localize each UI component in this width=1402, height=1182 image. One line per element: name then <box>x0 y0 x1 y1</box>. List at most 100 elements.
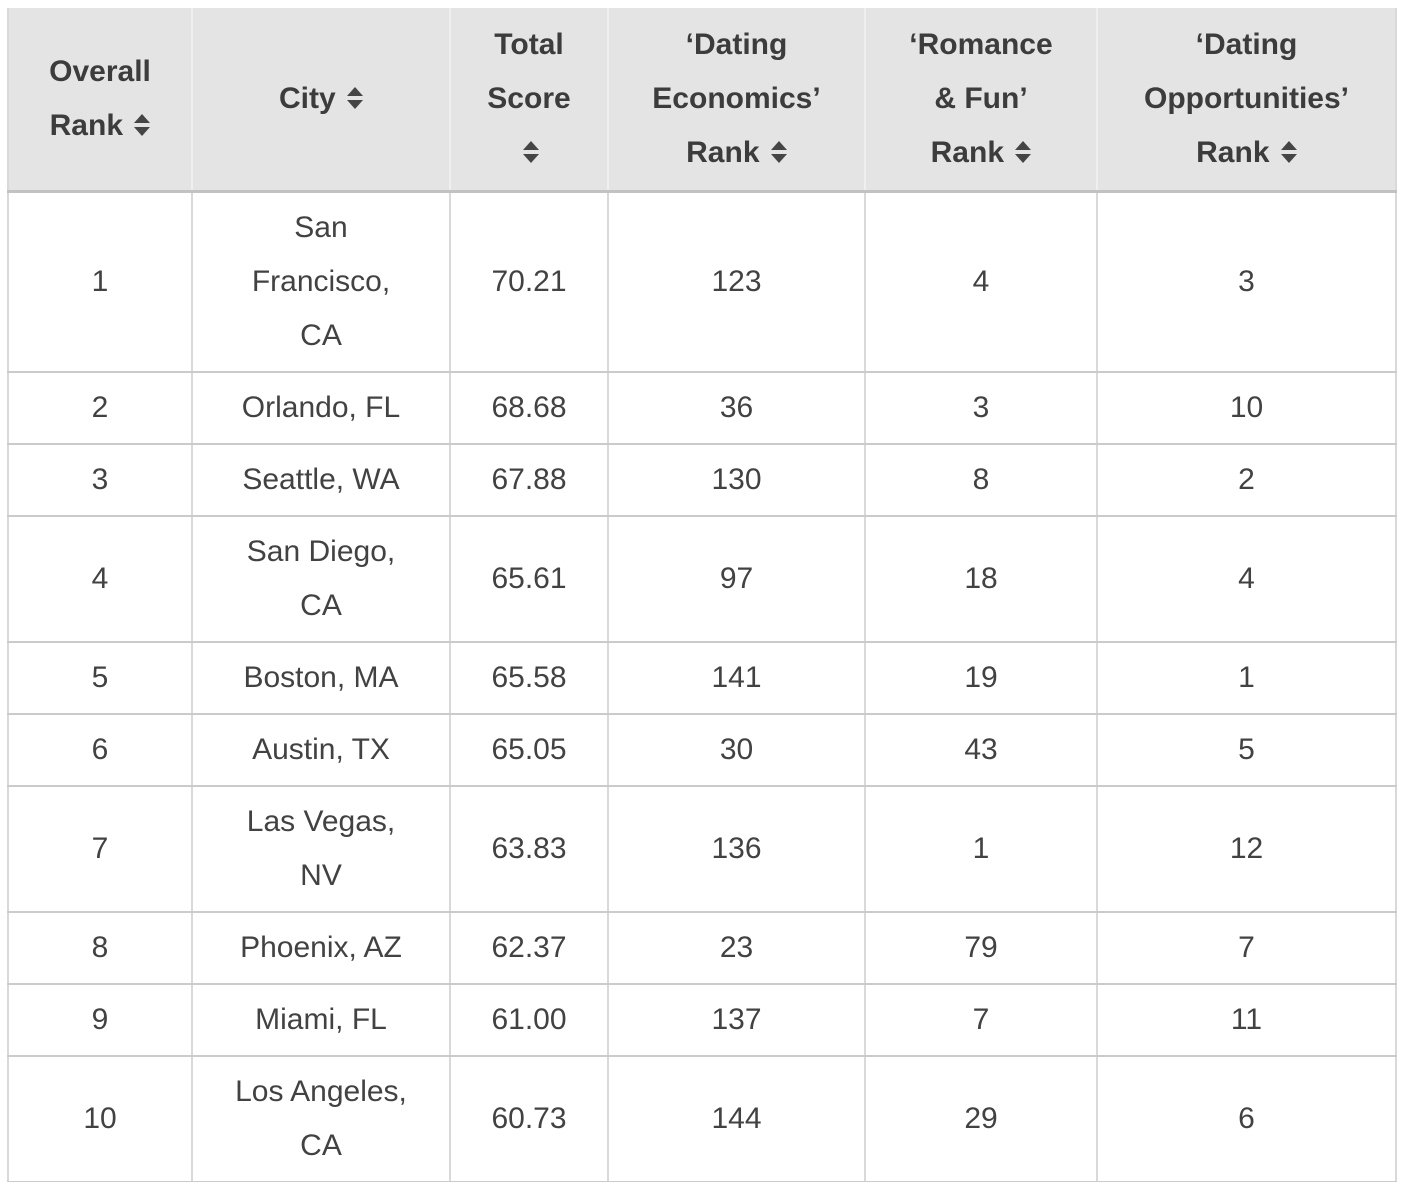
cell-romance-fun-rank: 8 <box>864 444 1097 517</box>
sort-up-arrow-icon <box>1280 141 1297 151</box>
cell-city: Las Vegas, NV <box>191 786 450 913</box>
cell-dating-opportunities-rank: 4 <box>1096 516 1396 643</box>
sort-up-arrow-icon <box>134 114 151 124</box>
cell-total-score: 68.68 <box>449 372 608 445</box>
cell-overall-rank: 6 <box>8 714 192 787</box>
cell-overall-rank: 8 <box>8 912 192 985</box>
table-row: 10 Los Angeles, CA 60.73 144 29 6 <box>8 1056 1396 1182</box>
sort-up-arrow-icon <box>1015 141 1032 151</box>
cell-total-score: 60.73 <box>449 1056 608 1182</box>
cell-dating-economics-rank: 97 <box>607 516 865 643</box>
sort-icon[interactable] <box>522 141 539 164</box>
cell-overall-rank: 9 <box>8 984 192 1057</box>
sort-icon[interactable] <box>770 141 787 164</box>
cell-romance-fun-rank: 43 <box>864 714 1097 787</box>
cell-total-score: 65.61 <box>449 516 608 643</box>
cell-total-score: 70.21 <box>449 191 608 373</box>
sort-down-arrow-icon <box>522 154 539 164</box>
cell-dating-economics-rank: 36 <box>607 372 865 445</box>
cell-dating-opportunities-rank: 1 <box>1096 642 1396 715</box>
cell-total-score: 67.88 <box>449 444 608 517</box>
sort-icon[interactable] <box>1015 141 1032 164</box>
cell-dating-economics-rank: 30 <box>607 714 865 787</box>
header-row: Overall Rank City Total Score ‘Dating Ec… <box>8 8 1396 193</box>
cell-overall-rank: 2 <box>8 372 192 445</box>
sort-icon[interactable] <box>347 87 364 110</box>
dating-cities-ranking-table: Overall Rank City Total Score ‘Dating Ec… <box>7 8 1397 1182</box>
cell-dating-economics-rank: 123 <box>607 191 865 373</box>
cell-romance-fun-rank: 7 <box>864 984 1097 1057</box>
column-header-dating-opportunities-rank[interactable]: ‘Dating Opportunities’ Rank <box>1096 8 1396 193</box>
column-header-dating-economics-rank[interactable]: ‘Dating Economics’ Rank <box>607 8 865 193</box>
column-header-label: City <box>278 82 336 115</box>
cell-city: Seattle, WA <box>191 444 450 517</box>
column-header-label: Overall Rank <box>49 55 151 142</box>
table-body: 1 San Francisco, CA 70.21 123 4 3 2 Orla… <box>8 191 1396 1182</box>
cell-city: San Diego, CA <box>191 516 450 643</box>
cell-total-score: 63.83 <box>449 786 608 913</box>
table-row: 6 Austin, TX 65.05 30 43 5 <box>8 714 1396 787</box>
column-header-city[interactable]: City <box>191 8 450 193</box>
sort-up-arrow-icon <box>347 87 364 97</box>
sort-down-arrow-icon <box>134 127 151 137</box>
cell-dating-opportunities-rank: 3 <box>1096 191 1396 373</box>
column-header-label: ‘Dating Economics’ Rank <box>652 28 821 169</box>
cell-dating-opportunities-rank: 6 <box>1096 1056 1396 1182</box>
cell-total-score: 65.58 <box>449 642 608 715</box>
sort-icon[interactable] <box>134 114 151 137</box>
table-row: 3 Seattle, WA 67.88 130 8 2 <box>8 444 1396 517</box>
cell-city: Miami, FL <box>191 984 450 1057</box>
cell-dating-economics-rank: 137 <box>607 984 865 1057</box>
table-row: 5 Boston, MA 65.58 141 19 1 <box>8 642 1396 715</box>
table-row: 4 San Diego, CA 65.61 97 18 4 <box>8 516 1396 643</box>
column-header-label: Total Score <box>487 28 571 115</box>
cell-overall-rank: 1 <box>8 191 192 373</box>
sort-down-arrow-icon <box>1280 154 1297 164</box>
sort-up-arrow-icon <box>522 141 539 151</box>
cell-city: Phoenix, AZ <box>191 912 450 985</box>
table-row: 2 Orlando, FL 68.68 36 3 10 <box>8 372 1396 445</box>
cell-overall-rank: 10 <box>8 1056 192 1182</box>
cell-city: Orlando, FL <box>191 372 450 445</box>
table-header: Overall Rank City Total Score ‘Dating Ec… <box>8 8 1396 193</box>
cell-romance-fun-rank: 18 <box>864 516 1097 643</box>
cell-overall-rank: 7 <box>8 786 192 913</box>
table-row: 1 San Francisco, CA 70.21 123 4 3 <box>8 191 1396 373</box>
cell-romance-fun-rank: 3 <box>864 372 1097 445</box>
cell-dating-opportunities-rank: 10 <box>1096 372 1396 445</box>
cell-dating-economics-rank: 23 <box>607 912 865 985</box>
cell-dating-opportunities-rank: 7 <box>1096 912 1396 985</box>
cell-dating-economics-rank: 144 <box>607 1056 865 1182</box>
sort-icon[interactable] <box>1280 141 1297 164</box>
column-header-label: ‘Romance & Fun’ Rank <box>909 28 1053 169</box>
column-header-total-score[interactable]: Total Score <box>449 8 608 193</box>
cell-city: Austin, TX <box>191 714 450 787</box>
cell-city: Boston, MA <box>191 642 450 715</box>
cell-dating-opportunities-rank: 11 <box>1096 984 1396 1057</box>
table-row: 7 Las Vegas, NV 63.83 136 1 12 <box>8 786 1396 913</box>
cell-city: San Francisco, CA <box>191 191 450 373</box>
cell-dating-economics-rank: 141 <box>607 642 865 715</box>
cell-dating-opportunities-rank: 12 <box>1096 786 1396 913</box>
cell-city: Los Angeles, CA <box>191 1056 450 1182</box>
sort-down-arrow-icon <box>347 100 364 110</box>
column-header-overall-rank[interactable]: Overall Rank <box>8 8 192 193</box>
table-row: 8 Phoenix, AZ 62.37 23 79 7 <box>8 912 1396 985</box>
cell-overall-rank: 5 <box>8 642 192 715</box>
cell-overall-rank: 4 <box>8 516 192 643</box>
cell-dating-economics-rank: 136 <box>607 786 865 913</box>
cell-total-score: 65.05 <box>449 714 608 787</box>
cell-total-score: 61.00 <box>449 984 608 1057</box>
column-header-label: ‘Dating Opportunities’ Rank <box>1144 28 1349 169</box>
cell-romance-fun-rank: 4 <box>864 191 1097 373</box>
sort-down-arrow-icon <box>1015 154 1032 164</box>
cell-dating-opportunities-rank: 2 <box>1096 444 1396 517</box>
cell-romance-fun-rank: 19 <box>864 642 1097 715</box>
cell-romance-fun-rank: 1 <box>864 786 1097 913</box>
column-header-romance-fun-rank[interactable]: ‘Romance & Fun’ Rank <box>864 8 1097 193</box>
sort-up-arrow-icon <box>770 141 787 151</box>
cell-romance-fun-rank: 29 <box>864 1056 1097 1182</box>
sort-down-arrow-icon <box>770 154 787 164</box>
cell-dating-economics-rank: 130 <box>607 444 865 517</box>
